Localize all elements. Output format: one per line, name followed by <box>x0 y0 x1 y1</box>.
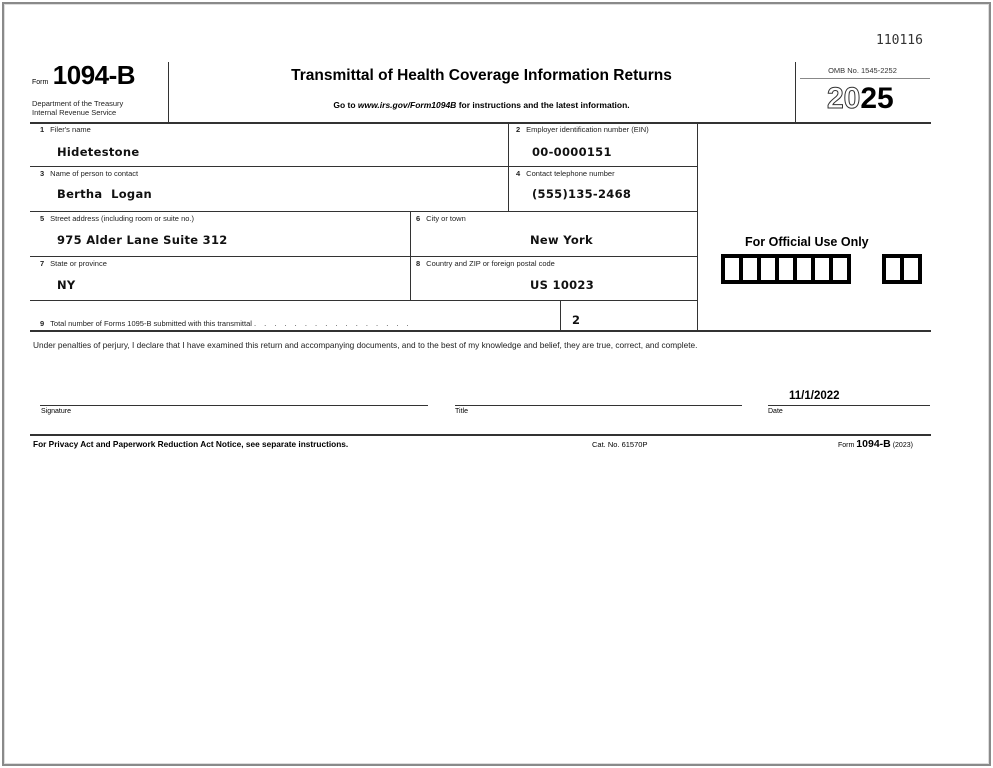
form-title: Transmittal of Health Coverage Informati… <box>291 67 672 84</box>
signature-field[interactable] <box>40 385 428 405</box>
footer-form-id: Form 1094-B (2023) <box>838 438 913 450</box>
date-field[interactable]: 11/1/2022 <box>789 390 840 402</box>
department: Department of the Treasury <box>32 99 124 108</box>
privacy-notice: For Privacy Act and Paperwork Reduction … <box>33 439 349 449</box>
filer-name-field[interactable]: Hidetestone <box>57 145 140 159</box>
city-label: 6 City or town <box>416 214 466 223</box>
ein-label: 2 Employer identification number (EIN) <box>516 125 649 134</box>
tax-year: 2025 <box>826 82 894 116</box>
contact-name-label: 3 Name of person to contact <box>40 169 139 178</box>
title-label: Title <box>455 408 468 415</box>
official-use-boxes-2 <box>882 254 922 284</box>
title-field[interactable] <box>455 385 742 405</box>
street-field[interactable]: 975 Alder Lane Suite 312 <box>57 233 228 247</box>
ein-field[interactable]: 00-0000151 <box>532 145 612 159</box>
phone-label: 4 Contact telephone number <box>516 169 615 178</box>
phone-field[interactable]: (555)135-2468 <box>532 187 632 201</box>
control-number: 110116 <box>876 33 923 48</box>
catalog-number: Cat. No. 61570P <box>592 440 648 449</box>
city-field[interactable]: New York <box>530 233 593 247</box>
date-label: Date <box>768 408 783 415</box>
total-forms-label: 9 Total number of Forms 1095-B submitted … <box>40 319 412 328</box>
total-forms-field[interactable]: 2 <box>572 313 581 327</box>
omb-number: OMB No. 1545-2252 <box>828 66 897 75</box>
zip-field[interactable]: US 10023 <box>530 278 595 292</box>
agency-block: Department of the Treasury Internal Reve… <box>32 99 123 117</box>
form-number: 1094-B <box>52 60 136 90</box>
official-use-label: For Official Use Only <box>745 235 869 249</box>
perjury-statement: Under penalties of perjury, I declare th… <box>33 340 698 350</box>
form-id: Form 1094-B <box>32 60 136 91</box>
irs-link[interactable]: www.irs.gov/Form1094B <box>357 100 457 110</box>
form-prefix: Form <box>32 79 49 86</box>
official-use-boxes <box>721 254 851 284</box>
zip-label: 8 Country and ZIP or foreign postal code <box>416 259 555 268</box>
agency: Internal Revenue Service <box>32 108 117 117</box>
street-label: 5 Street address (including room or suite… <box>40 214 194 223</box>
contact-name-field[interactable]: Bertha Logan <box>57 187 152 201</box>
instructions-line: Go to www.irs.gov/Form1094B for instruct… <box>333 100 630 110</box>
signature-label: Signature <box>41 408 71 415</box>
state-label: 7 State or province <box>40 259 107 268</box>
state-field[interactable]: NY <box>57 278 76 292</box>
filer-name-label: 1 Filer's name <box>40 125 91 134</box>
